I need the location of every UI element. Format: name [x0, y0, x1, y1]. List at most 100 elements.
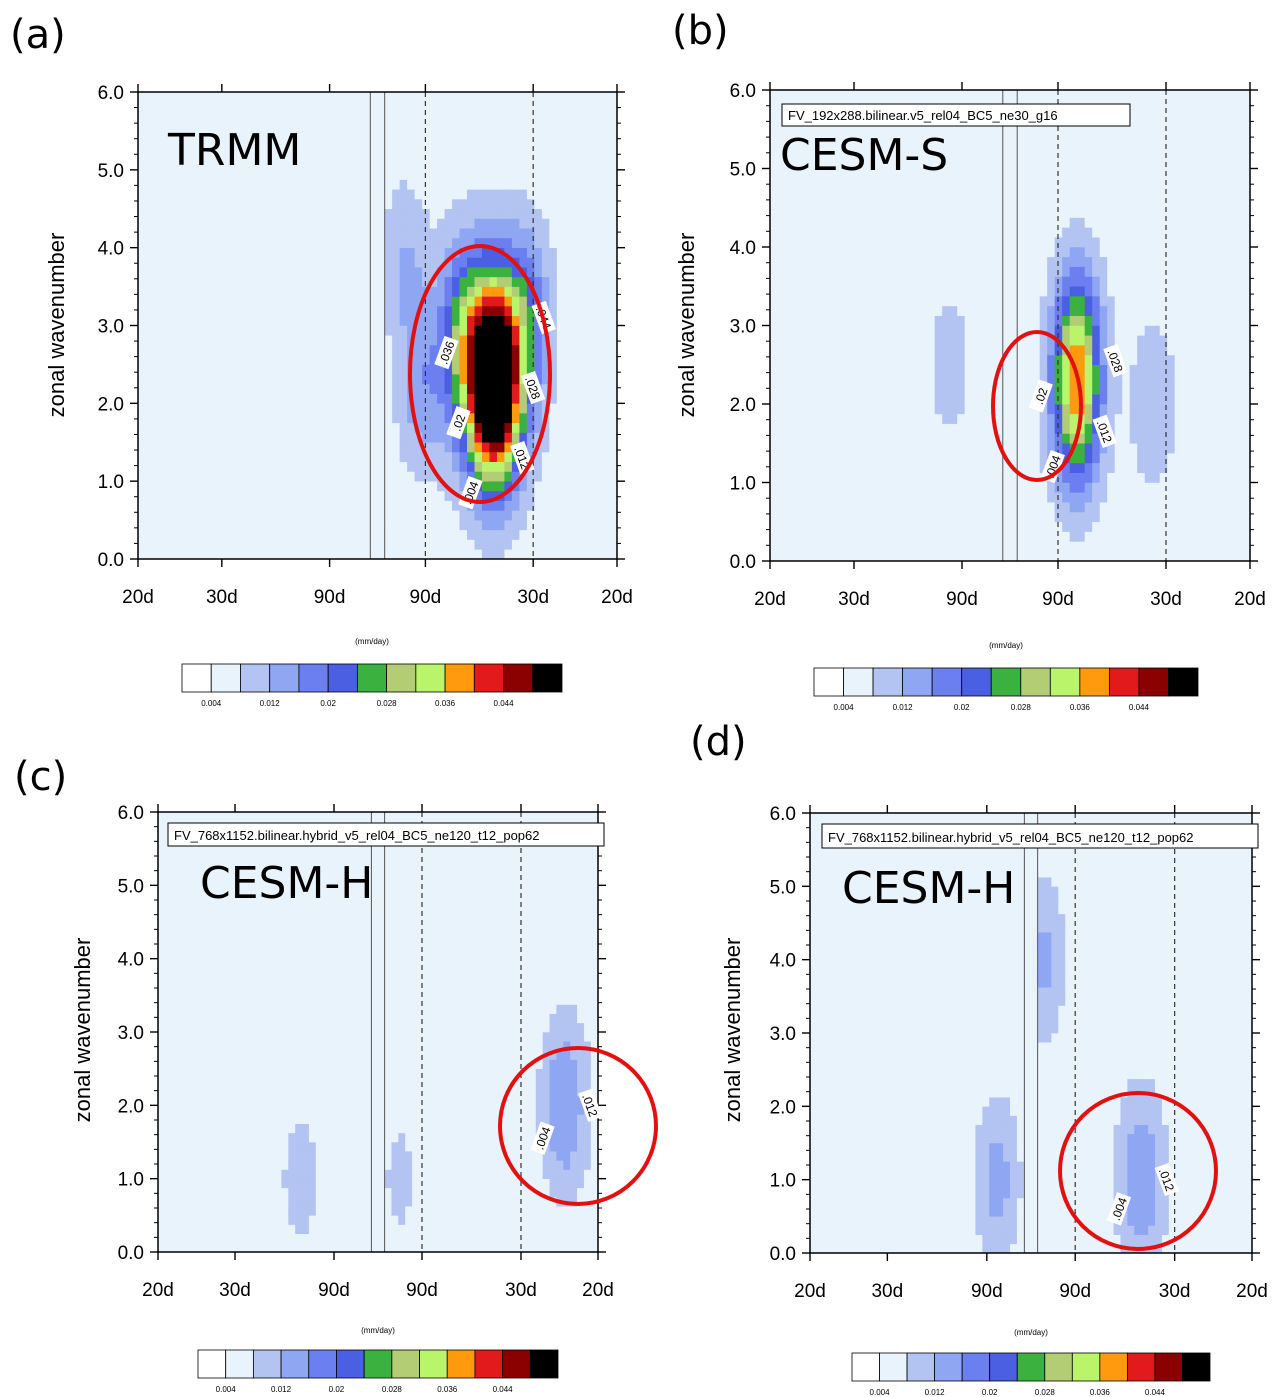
contour-cell	[526, 305, 535, 317]
contour-cell	[867, 452, 876, 464]
contour-cell	[205, 451, 214, 463]
contour-cell	[429, 218, 438, 229]
contour-cell	[777, 315, 786, 326]
contour-cell	[437, 91, 446, 103]
contour-cell	[264, 461, 274, 472]
contour-cell	[504, 111, 513, 122]
contour-cell	[309, 130, 318, 141]
contour-cell	[1024, 531, 1033, 542]
contour-cell	[137, 451, 146, 463]
contour-cell	[399, 344, 408, 355]
contour-cell	[324, 325, 333, 336]
contour-cell	[332, 471, 341, 482]
contour-cell	[294, 354, 303, 365]
contour-cell	[152, 111, 161, 122]
contour-cell	[137, 471, 146, 482]
contour-cell	[852, 315, 861, 326]
contour-cell	[912, 89, 921, 101]
contour-cell	[205, 441, 214, 453]
contour-cell	[609, 188, 618, 200]
contour-cell	[504, 218, 513, 229]
contour-label-bg	[520, 370, 546, 405]
x-tick-label: 30d	[206, 587, 238, 608]
contour-cell	[362, 510, 371, 521]
contour-cell	[317, 471, 326, 482]
contour-cell	[949, 335, 958, 346]
contour-cell	[152, 334, 161, 346]
contour-cell	[227, 529, 236, 540]
contour-cell	[437, 150, 446, 161]
contour-cell	[1002, 315, 1011, 326]
contour-cell	[369, 539, 378, 550]
contour-cell	[867, 403, 876, 415]
contour-cell	[844, 472, 853, 483]
contour-cell	[324, 422, 333, 433]
contour-cell	[309, 354, 318, 365]
contour-cell	[972, 187, 981, 199]
contour-cell	[919, 413, 928, 424]
contour-cell	[837, 492, 846, 503]
contour-cell	[407, 130, 416, 141]
contour-cell	[549, 140, 558, 151]
contour-cell	[190, 325, 199, 336]
contour-cell	[564, 325, 573, 336]
contour-cell	[242, 257, 251, 268]
contour-cell	[347, 266, 356, 278]
contour-cell	[399, 179, 408, 190]
contour-cell	[414, 101, 423, 112]
contour-cell	[504, 227, 513, 239]
contour-cell	[799, 433, 808, 444]
contour-cell	[317, 519, 326, 531]
contour-cell	[972, 541, 981, 552]
contour-cell	[399, 140, 408, 151]
contour-cell	[1017, 178, 1026, 189]
contour-cell	[556, 120, 565, 132]
contour-cell	[279, 159, 288, 171]
contour-cell	[609, 432, 618, 443]
contour-cell	[814, 246, 823, 258]
contour-cell	[792, 178, 801, 189]
contour-cell	[897, 187, 906, 199]
contour-cell	[519, 296, 528, 307]
contour-cell	[474, 471, 483, 482]
contour-cell	[272, 305, 281, 317]
contour-cell	[912, 325, 921, 336]
contour-cell	[957, 403, 966, 415]
contour-cell	[182, 480, 191, 492]
contour-cell	[897, 452, 906, 464]
contour-cell	[609, 500, 618, 511]
contour-cell	[541, 354, 550, 365]
contour-cell	[792, 433, 801, 444]
contour-cell	[294, 179, 303, 190]
contour-cell	[459, 461, 468, 472]
y-axis-label: zonal wavenumber	[44, 233, 69, 418]
contour-cell	[541, 500, 550, 511]
contour-cell	[384, 179, 393, 190]
contour-cell	[889, 305, 898, 316]
contour-cell	[829, 187, 838, 199]
contour-cell	[437, 422, 446, 433]
contour-cell	[234, 266, 244, 278]
contour-cell	[541, 510, 550, 521]
contour-cell	[792, 266, 801, 277]
contour-cell	[437, 159, 446, 171]
contour-cell	[369, 325, 378, 336]
contour-cell	[541, 198, 550, 210]
contour-cell	[302, 344, 311, 355]
contour-cell	[317, 461, 326, 472]
contour-cell	[220, 247, 229, 258]
contour-cell	[534, 130, 543, 141]
contour-cell	[354, 344, 363, 355]
contour-cell	[957, 207, 966, 218]
contour-cell	[784, 148, 793, 159]
contour-cell	[362, 179, 371, 190]
contour-cell	[444, 412, 453, 424]
contour-cell	[429, 208, 438, 219]
contour-cell	[205, 120, 214, 132]
contour-cell	[769, 256, 778, 267]
contour-cell	[829, 433, 838, 444]
contour-cell	[874, 295, 883, 307]
contour-cell	[145, 266, 154, 278]
contour-cell	[287, 461, 296, 472]
contour-cell	[1009, 217, 1018, 228]
